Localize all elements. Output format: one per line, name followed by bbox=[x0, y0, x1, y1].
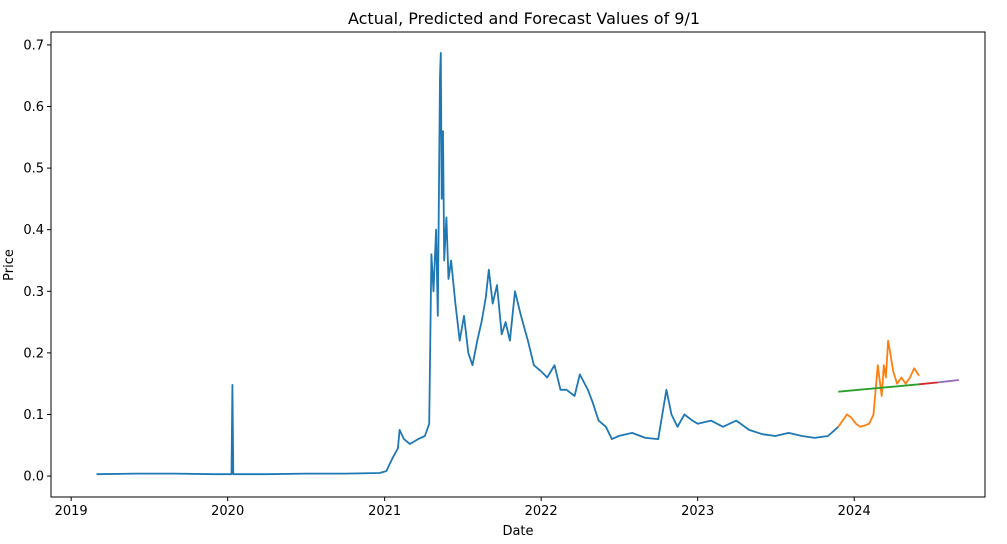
y-tick-label: 0.3 bbox=[23, 285, 44, 300]
x-axis-ticks: 2019 2020 2021 2022 2023 2024 bbox=[55, 497, 871, 519]
series-layer bbox=[96, 52, 959, 476]
series-line-4 bbox=[938, 379, 959, 384]
series-line-1 bbox=[837, 339, 920, 428]
y-axis-ticks: 0.0 0.1 0.2 0.3 0.4 0.5 0.6 0.7 bbox=[23, 38, 51, 485]
series-line-0 bbox=[96, 52, 839, 476]
x-axis-label: Date bbox=[502, 524, 533, 539]
x-tick-label: 2021 bbox=[368, 504, 401, 519]
y-tick-label: 0.4 bbox=[23, 223, 44, 238]
y-tick-label: 0.7 bbox=[23, 38, 44, 53]
y-tick-label: 0.5 bbox=[23, 162, 44, 177]
y-tick-label: 0.0 bbox=[23, 470, 44, 485]
x-tick-label: 2024 bbox=[838, 504, 871, 519]
series-line-3 bbox=[918, 381, 939, 386]
plot-frame bbox=[50, 31, 986, 498]
x-tick-label: 2022 bbox=[525, 504, 558, 519]
y-axis-label: Price bbox=[2, 249, 17, 281]
x-tick-label: 2019 bbox=[55, 504, 88, 519]
series-line-2 bbox=[838, 383, 920, 393]
y-tick-label: 0.1 bbox=[23, 408, 44, 423]
y-tick-label: 0.6 bbox=[23, 100, 44, 115]
x-tick-label: 2023 bbox=[681, 504, 714, 519]
x-tick-label: 2020 bbox=[211, 504, 244, 519]
chart-title: Actual, Predicted and Forecast Values of… bbox=[348, 9, 700, 28]
y-tick-label: 0.2 bbox=[23, 346, 44, 361]
